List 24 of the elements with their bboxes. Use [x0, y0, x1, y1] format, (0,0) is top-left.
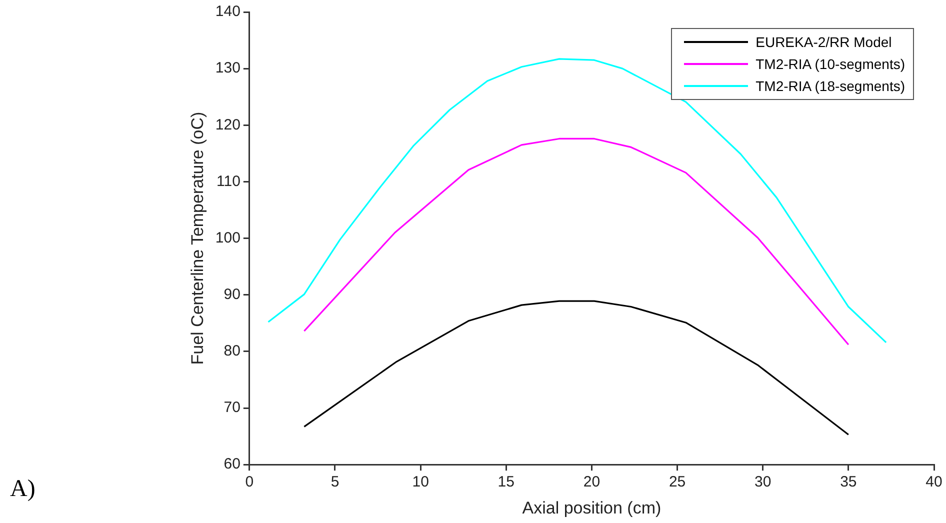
y-tick-label: 80	[224, 342, 240, 360]
y-tick-label: 110	[216, 172, 240, 190]
x-tick-label: 15	[498, 474, 514, 491]
x-tick-label: 5	[330, 474, 340, 491]
x-tick-label: 10	[412, 474, 429, 491]
y-tick-label: 60	[224, 456, 240, 473]
y-tick-label: 100	[215, 229, 240, 246]
text: A)	[10, 476, 36, 503]
x-axis-title: Axial position (cm)	[522, 498, 662, 518]
x-tick-label: 35	[840, 474, 857, 491]
x-tick-label: 30	[754, 474, 772, 491]
y-tick-label: 90	[224, 286, 240, 304]
x-tick-label: 40	[926, 474, 942, 491]
x-tick-label: 20	[583, 474, 600, 491]
y-tick-label: 120	[215, 116, 240, 134]
x-tick-label: 0	[245, 474, 254, 491]
y-tick-label: 140	[215, 3, 240, 20]
legend-label: TM2-RIA (18-segments)	[756, 78, 905, 94]
legend-label: TM2-RIA (10-segments)	[756, 56, 905, 72]
legend-label: EUREKA-2/RR Model	[756, 34, 892, 50]
x-tick-label: 25	[668, 474, 686, 491]
y-axis-title: Fuel Centerline Temperature (oC)	[188, 112, 207, 365]
y-tick-label: 130	[215, 60, 240, 77]
y-tick-label: 70	[224, 399, 240, 416]
